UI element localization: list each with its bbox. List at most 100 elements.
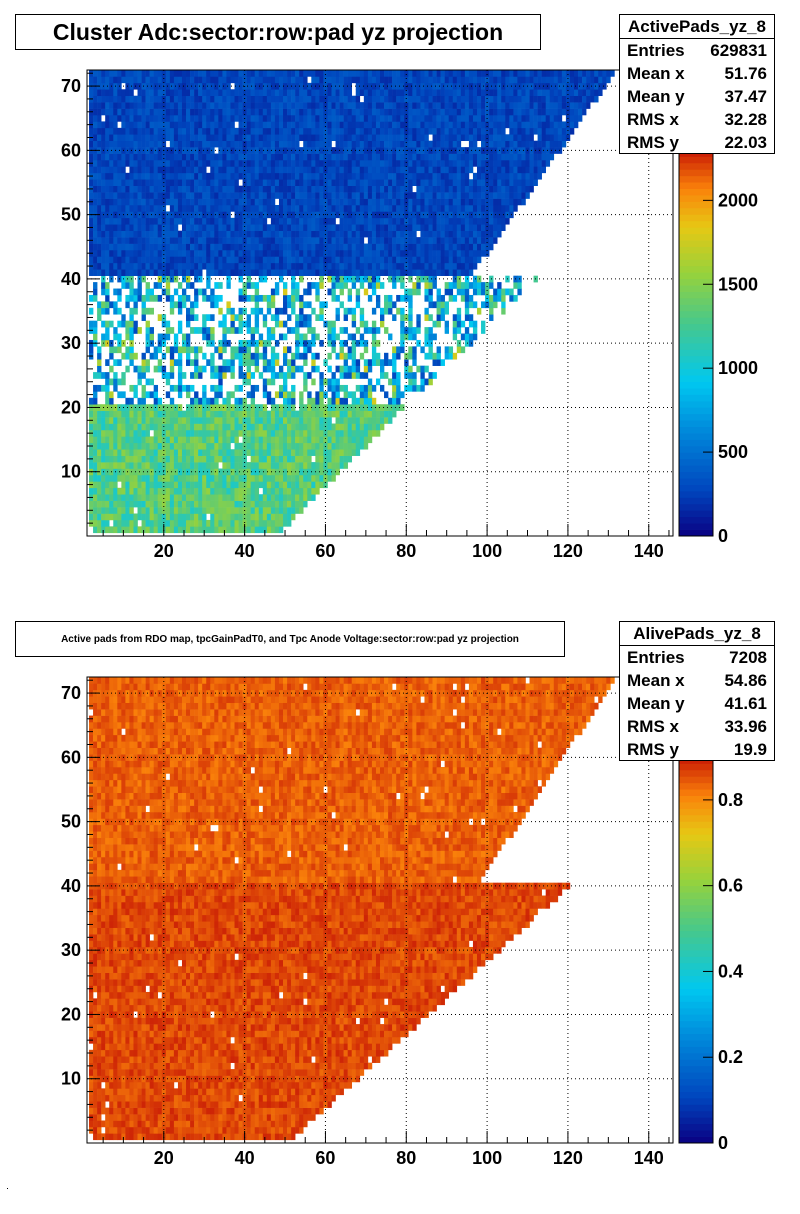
heatmap-cell [149, 179, 154, 186]
heatmap-cell [109, 474, 114, 482]
heatmap-cell [335, 204, 340, 212]
heatmap-cell [121, 487, 126, 495]
heatmap-cell [210, 442, 215, 450]
heatmap-cell [226, 256, 231, 264]
heatmap-cell [283, 436, 288, 444]
heatmap-cell [384, 243, 389, 251]
heatmap-cell [274, 417, 280, 424]
heatmap-cell [307, 481, 312, 489]
heatmap-cell [238, 449, 243, 456]
heatmap-cell [485, 288, 490, 296]
heatmap-cell [230, 455, 235, 463]
heatmap-cell [186, 114, 191, 122]
heatmap-cell [311, 462, 316, 469]
heatmap-cell [432, 359, 437, 366]
heatmap-cell [359, 262, 365, 270]
heatmap-cell [396, 294, 401, 302]
heatmap-cell [307, 179, 312, 186]
heatmap-cell [303, 423, 308, 431]
heatmap-cell [186, 494, 191, 501]
heatmap-cell [311, 204, 316, 212]
heatmap-cell [169, 423, 175, 431]
heatmap-cell [214, 256, 219, 264]
heatmap-cell [153, 487, 159, 495]
heatmap-cell [404, 237, 409, 244]
heatmap-cell [121, 185, 126, 193]
heatmap-cell [181, 108, 187, 116]
heatmap-cell [258, 243, 264, 251]
heatmap-cell [246, 320, 251, 328]
heatmap-cell [226, 513, 231, 521]
heatmap-cell [266, 172, 272, 180]
heatmap-cell [521, 140, 526, 148]
heatmap-cell [153, 513, 159, 521]
heatmap-cell [468, 262, 474, 270]
heatmap-cell [190, 468, 195, 476]
heatmap-cell [351, 372, 357, 379]
heatmap-cell [246, 249, 251, 257]
heatmap-cell [303, 230, 308, 238]
heatmap-cell [210, 359, 215, 366]
heatmap-cell [274, 147, 280, 154]
heatmap-cell [133, 423, 138, 431]
heatmap-cell [133, 474, 138, 482]
heatmap-cell [270, 333, 276, 341]
heatmap-cell [315, 114, 320, 122]
heatmap-cell [319, 275, 324, 283]
heatmap-cell [428, 230, 433, 238]
heatmap-cell [254, 172, 260, 180]
heatmap-cell [129, 198, 134, 206]
heatmap-cell [121, 172, 126, 180]
heatmap-cell [274, 121, 280, 129]
heatmap-cell [186, 320, 191, 328]
heatmap-cell [367, 327, 373, 334]
heatmap-cell [129, 108, 134, 116]
heatmap-cell [420, 121, 425, 129]
heatmap-cell [190, 410, 195, 418]
heatmap-cell [113, 327, 118, 334]
heatmap-cell [513, 204, 518, 212]
heatmap-cell [161, 204, 167, 212]
heatmap-cell [291, 249, 296, 257]
heatmap-cell [145, 462, 150, 469]
heatmap-cell [157, 224, 163, 231]
heatmap-cell [299, 449, 304, 456]
heatmap-cell [145, 172, 150, 180]
heatmap-cell [525, 179, 530, 186]
heatmap-cell [186, 468, 191, 476]
heatmap-cell [501, 217, 506, 225]
heatmap-cell [489, 140, 494, 148]
heatmap-cell [113, 481, 118, 489]
heatmap-cell [428, 346, 433, 354]
heatmap-cell [420, 262, 425, 270]
heatmap-cell [161, 153, 167, 161]
heatmap-cell [375, 256, 381, 264]
heatmap-cell [226, 121, 231, 129]
heatmap-cell [319, 282, 324, 289]
heatmap-cell [432, 352, 437, 360]
heatmap-cell [161, 140, 167, 148]
heatmap-cell [384, 391, 389, 399]
heatmap-cell [153, 397, 159, 405]
heatmap-cell [416, 320, 421, 328]
heatmap-cell [230, 262, 235, 270]
heatmap-cell [388, 159, 393, 167]
heatmap-cell [291, 481, 296, 489]
heatmap-cell [291, 474, 296, 482]
heatmap-cell [351, 204, 357, 212]
heatmap-cell [311, 327, 316, 334]
heatmap-cell [274, 243, 280, 251]
heatmap-cell [509, 159, 514, 167]
heatmap-cell [141, 513, 146, 521]
heatmap-cell [287, 204, 292, 212]
heatmap-cell [173, 153, 179, 161]
heatmap-cell [291, 436, 296, 444]
heatmap-cell [226, 166, 231, 174]
heatmap-cell [351, 179, 357, 186]
heatmap-cell [501, 166, 506, 174]
heatmap-cell [149, 185, 154, 193]
heatmap-cell [121, 519, 126, 527]
heatmap-cell [363, 372, 369, 379]
heatmap-cell [319, 410, 324, 418]
heatmap-cell [456, 172, 462, 180]
